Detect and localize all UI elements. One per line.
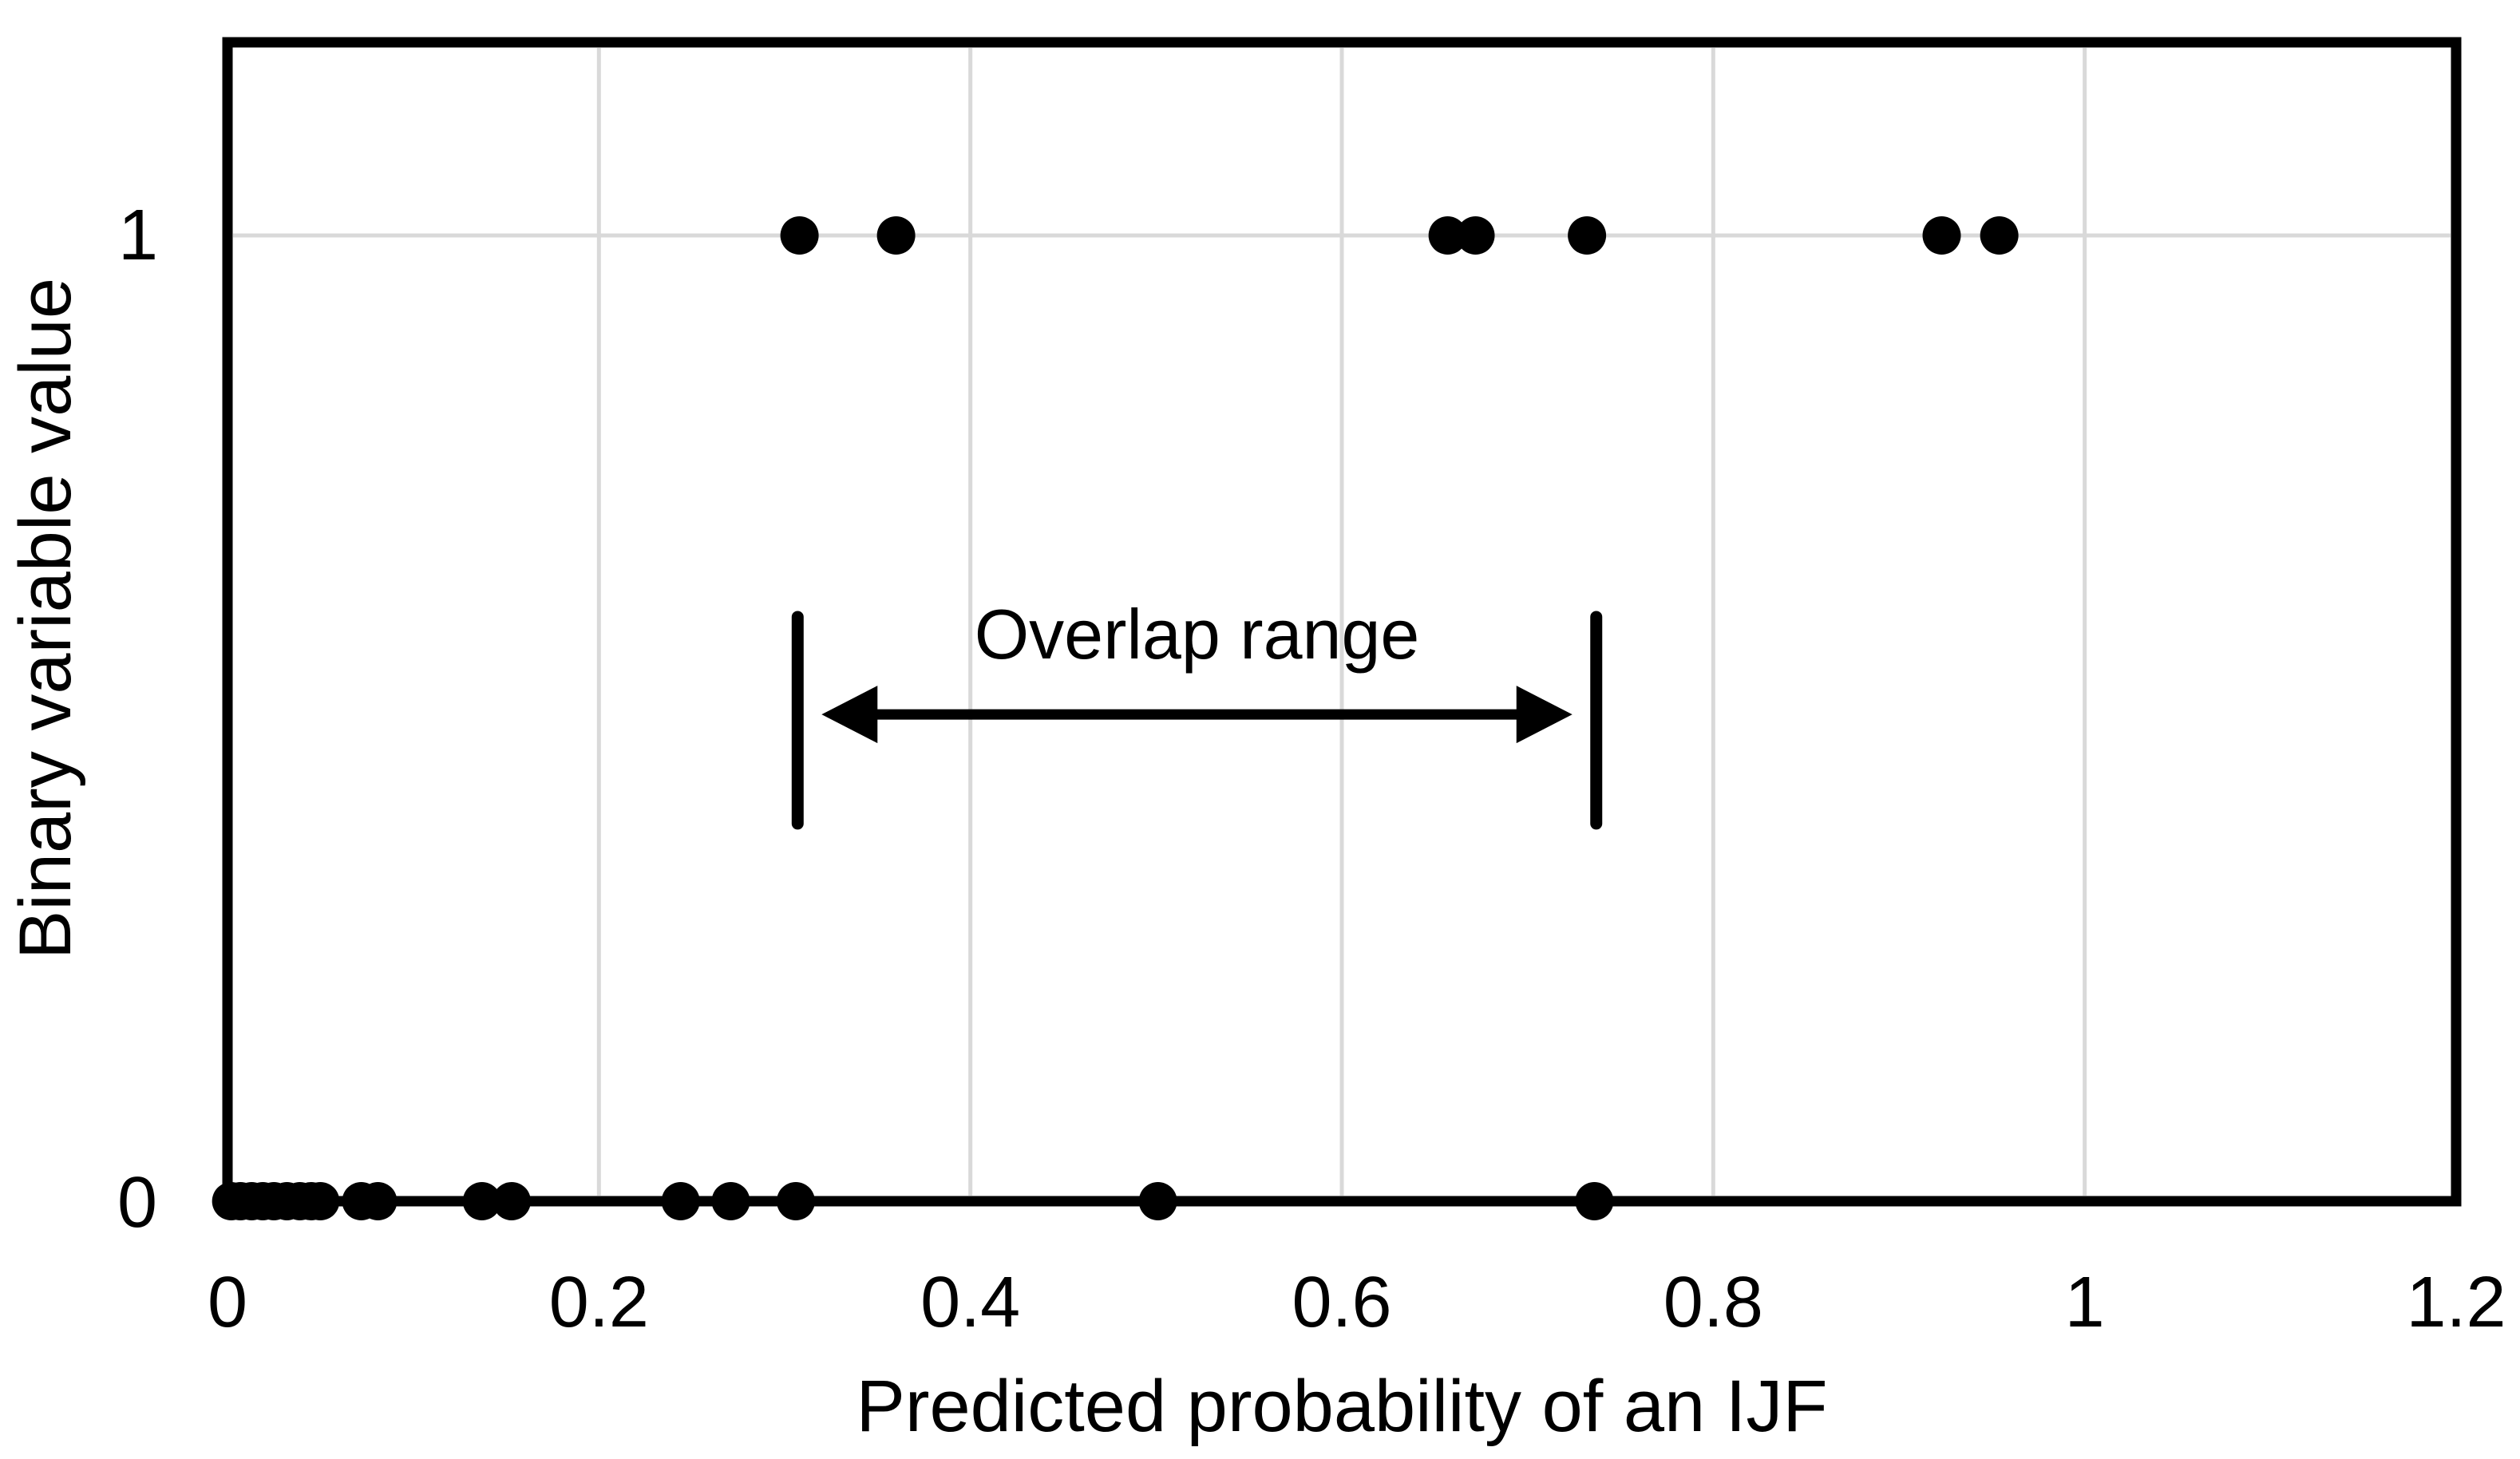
x-tick-label-1: 1 <box>2064 1263 2105 1342</box>
data-point <box>780 216 819 255</box>
data-point <box>711 1182 750 1220</box>
x-tick-label-02: 0.2 <box>548 1263 649 1342</box>
data-point <box>1980 216 2019 255</box>
data-point <box>1428 216 1467 255</box>
y-axis-title: Binary variable value <box>5 277 86 960</box>
data-point <box>776 1182 815 1220</box>
data-point <box>1456 216 1495 255</box>
arrow-head-left-icon <box>821 686 878 744</box>
data-point <box>492 1182 531 1220</box>
x-axis-title: Predicted probability of an IJF <box>856 1366 1828 1447</box>
y-tick-label-1: 1 <box>117 196 159 275</box>
arrow-head-right-icon <box>1516 686 1573 744</box>
overlap-range-annotation-label: Overlap range <box>974 594 1420 674</box>
x-tick-label-08: 0.8 <box>1663 1263 1763 1342</box>
data-point <box>1575 1182 1614 1220</box>
data-point <box>301 1182 340 1220</box>
x-tick-label-12: 1.2 <box>2406 1263 2506 1342</box>
plot-frame <box>222 37 2462 1207</box>
data-point <box>1138 1182 1177 1220</box>
y-tick-label-0: 0 <box>117 1163 158 1243</box>
data-point <box>1922 216 1961 255</box>
x-tick-label-0: 0 <box>207 1263 248 1342</box>
x-tick-label-04: 0.4 <box>920 1263 1021 1342</box>
data-point <box>876 216 916 255</box>
data-point <box>661 1182 700 1220</box>
data-point <box>1568 216 1607 255</box>
data-point <box>462 1182 501 1220</box>
x-tick-label-06: 0.6 <box>1292 1263 1392 1342</box>
data-point <box>358 1182 398 1220</box>
